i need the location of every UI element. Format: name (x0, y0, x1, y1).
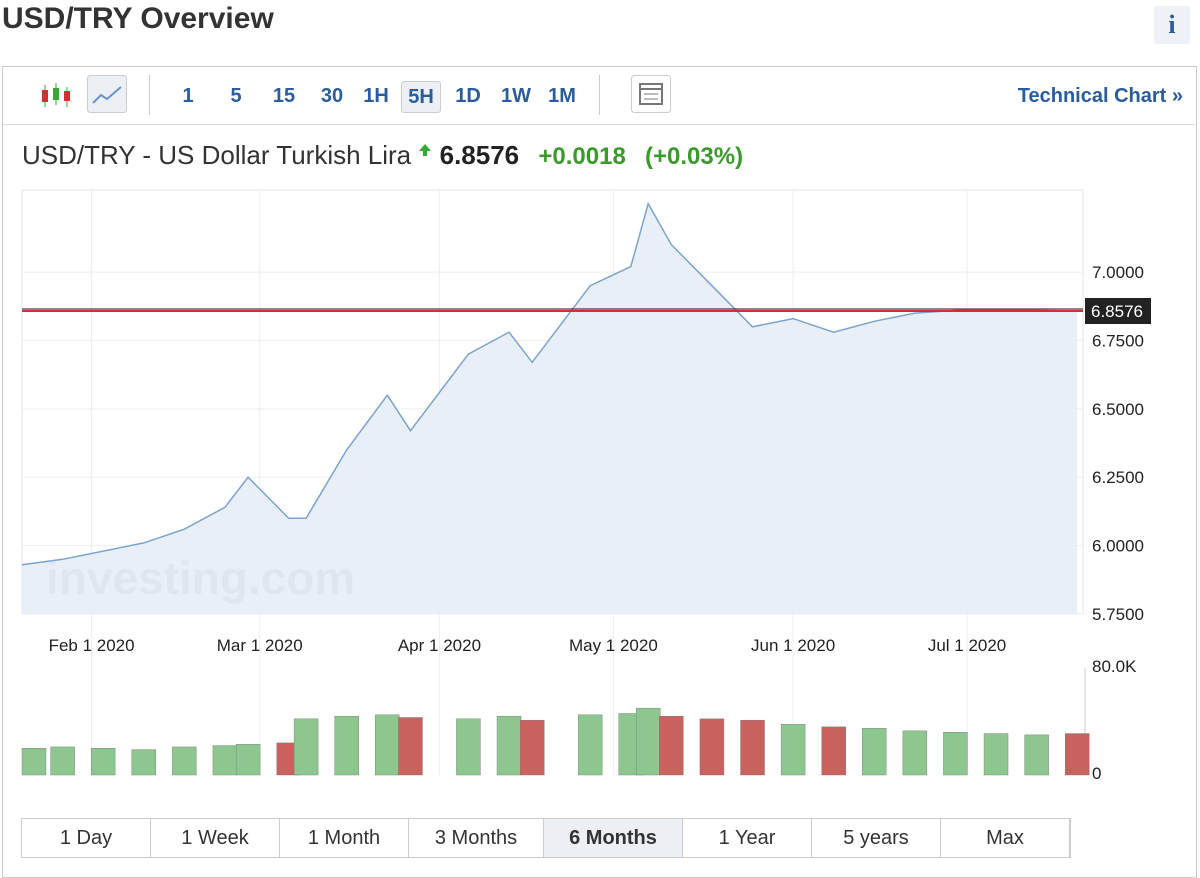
last-price-box (1085, 298, 1151, 325)
y-tick-label: 6.0000 (1092, 537, 1144, 556)
volume-bar (780, 723, 806, 776)
up-arrow (419, 144, 432, 156)
range-tabs: 1 Day 1 Week 1 Month 3 Months 6 Months 1 Year… (21, 818, 1071, 858)
x-tick-label: Mar 1 2020 (217, 636, 303, 655)
divider (599, 75, 600, 115)
candle-icon[interactable] (39, 81, 73, 111)
y-tick-label: 5.7500 (1092, 605, 1144, 624)
volume-bar (740, 719, 765, 776)
interval-button[interactable]: 5H (401, 81, 441, 113)
interval-button[interactable]: 1M (548, 85, 576, 107)
volume-bar (699, 718, 725, 776)
x-tick-label: Jul 1 2020 (928, 636, 1006, 655)
technical-chart-link[interactable]: Technical Chart » (1017, 85, 1183, 107)
y-tick-label: 6.7500 (1092, 331, 1144, 350)
volume-bar (212, 745, 238, 776)
x-tick-label: Apr 1 2020 (398, 636, 481, 655)
toolbar: Technical Chart » 1 5 15 30 1H 5H 1D 1W 1M (3, 67, 1195, 125)
interval-button[interactable]: 1 (182, 85, 194, 107)
volume-bar (456, 718, 481, 776)
volume-bar (293, 718, 319, 776)
volume-bar (520, 719, 545, 776)
line-icon[interactable] (87, 75, 127, 113)
volume-bar (90, 748, 116, 776)
range-tab[interactable]: 1 Month (280, 819, 409, 857)
page-title: USD/TRY Overview (2, 2, 274, 35)
volume-bar (1065, 733, 1090, 776)
volume-bar (1024, 734, 1049, 776)
volume-bar (902, 730, 928, 776)
price-line (21, 201, 1078, 566)
y-tick-label: 6.2500 (1092, 468, 1144, 487)
interval-button[interactable]: 30 (320, 85, 344, 107)
volume-bar (235, 744, 261, 776)
y-tick-label: 6.5000 (1092, 400, 1144, 419)
range-tab[interactable]: 5 years (812, 819, 941, 857)
x-tick-label: Jun 1 2020 (751, 636, 835, 655)
volume-bar (496, 715, 522, 776)
interval-button[interactable]: 5 (230, 85, 242, 107)
volume-bar (659, 715, 684, 776)
quote-line: USD/TRY - US Dollar Turkish Lira 6.8576 … (22, 140, 743, 171)
volume-bar (862, 727, 887, 776)
x-tick-label: Feb 1 2020 (49, 636, 135, 655)
volume-bar (50, 746, 75, 776)
volume-bar (131, 749, 156, 776)
volume-bar (635, 707, 661, 776)
area (22, 203, 1078, 614)
range-tab[interactable]: 1 Year (683, 819, 812, 857)
volume-tick-label: 0 (1092, 764, 1101, 783)
chart: 5.7500 6.0000 6.2500 6.5000 6.7500 7.0000 Feb … (21, 189, 1151, 783)
interval-button[interactable]: 1D (455, 85, 481, 107)
volume-bar (172, 746, 197, 776)
last-price: 6.8576 (439, 140, 520, 170)
x-tick-label: May 1 2020 (569, 636, 658, 655)
range-tab[interactable]: 1 Day (22, 819, 151, 857)
range-tab[interactable]: Max (941, 819, 1070, 857)
interval-button[interactable]: 1W (501, 85, 531, 107)
volume-bar (334, 715, 359, 776)
range-tab[interactable]: 3 Months (409, 819, 544, 857)
interval-button[interactable]: 1H (363, 85, 389, 107)
volume-bar (821, 726, 846, 776)
price-change: +0.0018 (538, 143, 626, 170)
volume-bar (577, 714, 603, 776)
info-button[interactable]: i (1154, 6, 1190, 44)
range-tab[interactable]: 6 Months (544, 819, 683, 857)
range-tab[interactable]: 1 Week (151, 819, 280, 857)
table-icon[interactable] (631, 75, 671, 113)
volume-bar (375, 714, 400, 776)
volume-tick-label: 80.0K (1092, 657, 1137, 676)
price-change-percent: (+0.03%) (645, 143, 744, 170)
volume-bar (983, 733, 1009, 776)
volume-bar (943, 732, 968, 776)
volume-bar (398, 717, 423, 776)
y-tick-label: 7.0000 (1092, 263, 1144, 282)
divider (149, 75, 150, 115)
last-price-label: 6.8576 (1091, 302, 1143, 321)
instrument-name: USD/TRY - US Dollar Turkish Lira (22, 140, 412, 170)
interval-button[interactable]: 15 (272, 85, 296, 107)
volume-bar (21, 748, 47, 776)
